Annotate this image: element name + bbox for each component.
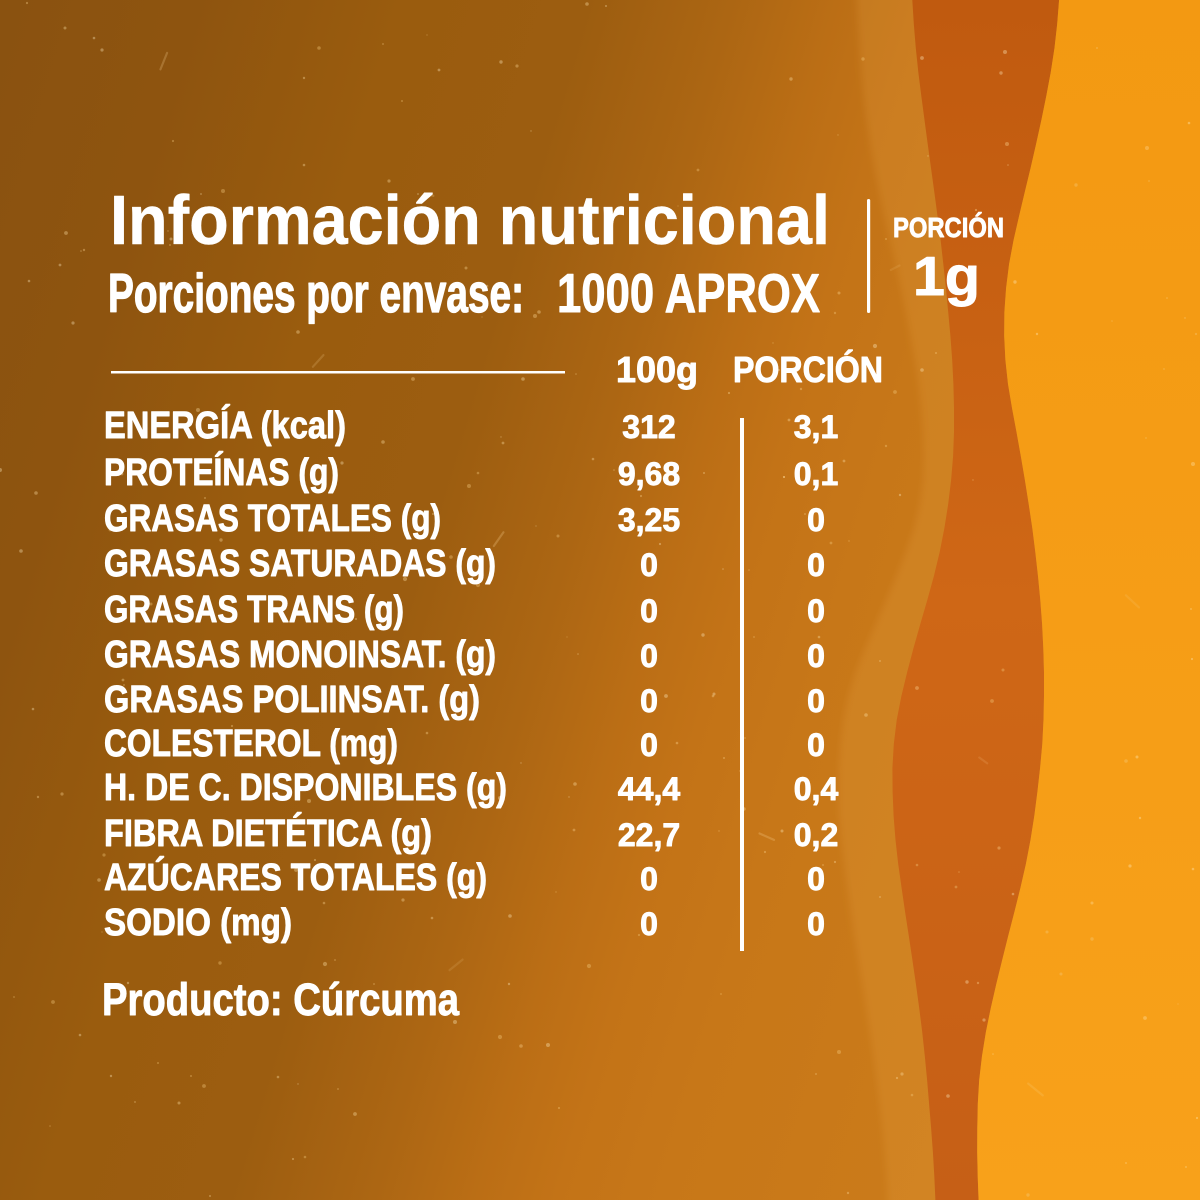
svg-text:0: 0 xyxy=(807,861,825,897)
svg-text:H. DE C. DISPONIBLES (g): H. DE C. DISPONIBLES (g) xyxy=(104,767,507,809)
svg-text:0,4: 0,4 xyxy=(794,771,839,807)
svg-text:0: 0 xyxy=(640,861,658,897)
svg-text:GRASAS TRANS (g): GRASAS TRANS (g) xyxy=(104,589,404,631)
svg-text:22,7: 22,7 xyxy=(618,817,680,853)
svg-text:PORCIÓN: PORCIÓN xyxy=(733,348,883,390)
svg-text:0: 0 xyxy=(807,727,825,763)
svg-text:0: 0 xyxy=(807,593,825,629)
svg-text:FIBRA DIETÉTICA (g): FIBRA DIETÉTICA (g) xyxy=(104,811,432,855)
svg-text:0: 0 xyxy=(640,547,658,583)
svg-text:3,1: 3,1 xyxy=(794,409,838,445)
svg-text:GRASAS POLIINSAT. (g): GRASAS POLIINSAT. (g) xyxy=(104,679,480,721)
svg-text:0: 0 xyxy=(807,906,825,942)
svg-text:PROTEÍNAS (g): PROTEÍNAS (g) xyxy=(104,450,339,494)
svg-text:0: 0 xyxy=(640,638,658,674)
svg-text:0: 0 xyxy=(807,638,825,674)
svg-text:GRASAS MONOINSAT. (g): GRASAS MONOINSAT. (g) xyxy=(104,634,496,676)
svg-text:3,25: 3,25 xyxy=(618,502,680,538)
svg-text:GRASAS TOTALES (g): GRASAS TOTALES (g) xyxy=(104,498,441,540)
svg-text:SODIO (mg): SODIO (mg) xyxy=(104,902,292,944)
svg-text:0: 0 xyxy=(640,906,658,942)
svg-text:0: 0 xyxy=(640,683,658,719)
svg-text:44,4: 44,4 xyxy=(618,771,680,807)
svg-text:Porciones por envase:: Porciones por envase: xyxy=(108,262,524,324)
svg-text:Información nutricional: Información nutricional xyxy=(110,181,830,259)
svg-text:GRASAS SATURADAS (g): GRASAS SATURADAS (g) xyxy=(104,543,496,585)
svg-text:PORCIÓN: PORCIÓN xyxy=(893,212,1004,243)
svg-text:AZÚCARES TOTALES (g): AZÚCARES TOTALES (g) xyxy=(104,855,487,899)
svg-text:9,68: 9,68 xyxy=(618,456,680,492)
svg-text:0: 0 xyxy=(807,683,825,719)
svg-text:0,1: 0,1 xyxy=(794,456,838,492)
svg-text:1g: 1g xyxy=(913,245,980,307)
svg-text:COLESTEROL (mg): COLESTEROL (mg) xyxy=(104,723,398,765)
svg-text:0: 0 xyxy=(640,727,658,763)
svg-text:ENERGÍA (kcal): ENERGÍA (kcal) xyxy=(104,403,346,447)
svg-text:0: 0 xyxy=(807,502,825,538)
svg-text:1000 APROX: 1000 APROX xyxy=(557,262,820,324)
svg-text:312: 312 xyxy=(622,409,675,445)
svg-text:0,2: 0,2 xyxy=(794,817,838,853)
svg-text:0: 0 xyxy=(640,593,658,629)
svg-text:0: 0 xyxy=(807,547,825,583)
svg-text:100g: 100g xyxy=(616,349,698,390)
svg-text:Producto: Cúrcuma: Producto: Cúrcuma xyxy=(102,974,460,1025)
